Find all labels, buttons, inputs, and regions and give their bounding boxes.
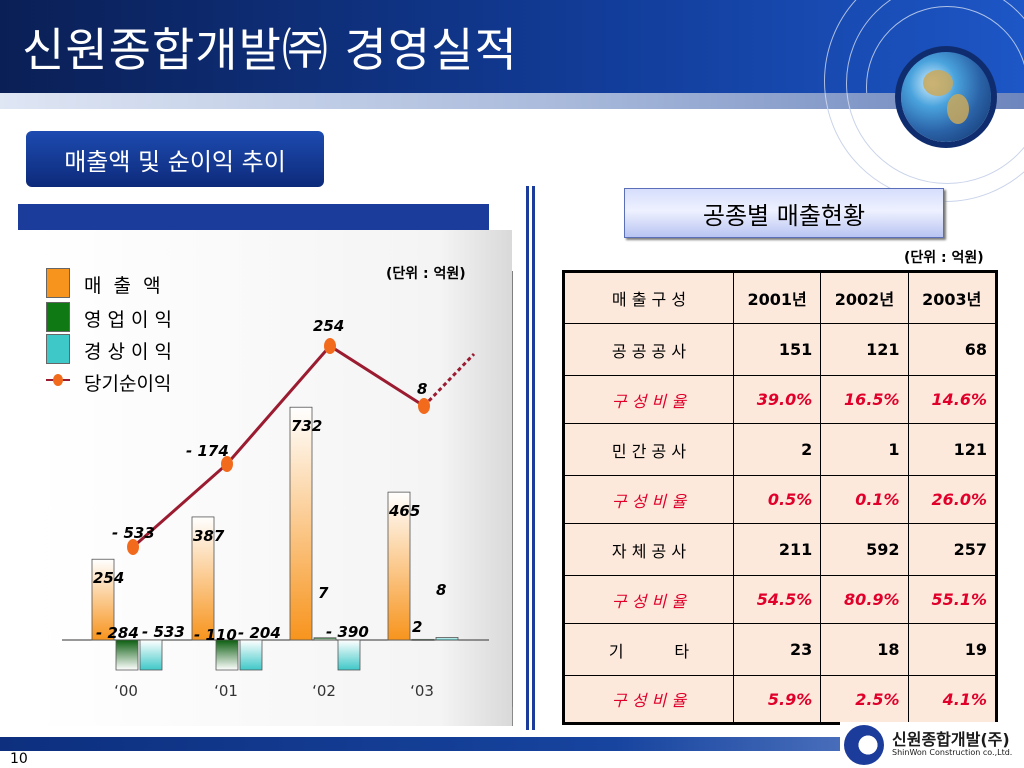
table-cell: 39.0% bbox=[732, 375, 822, 424]
table-cell: 80.9% bbox=[820, 575, 909, 624]
logo-mark-icon bbox=[844, 725, 884, 765]
table-cell: 55.1% bbox=[907, 575, 998, 624]
company-logo: 신원종합개발(주) ShinWon Construction co.,Ltd. bbox=[840, 722, 1024, 768]
table-cell: 26.0% bbox=[907, 475, 998, 524]
table-unit-label: (단위 : 억원) bbox=[904, 250, 984, 266]
table-cell: 16.5% bbox=[820, 375, 909, 424]
row-label: 구 성 비 율 bbox=[563, 475, 734, 524]
table-row: 기 타 23 18 19 bbox=[563, 623, 998, 676]
column-header: 2001년 bbox=[732, 271, 822, 324]
globe-icon bbox=[901, 52, 991, 142]
row-label: 기 타 bbox=[563, 623, 734, 676]
chart-section-title: 매출액 및 순이익 추이 bbox=[26, 131, 324, 187]
table-row: 공 공 공 사 151 121 68 bbox=[563, 323, 998, 376]
table-cell: 19 bbox=[907, 623, 998, 676]
section-divider bbox=[532, 186, 535, 730]
logo-subtitle: ShinWon Construction co.,Ltd. bbox=[892, 748, 1013, 757]
legend-label: 당기순이익 bbox=[84, 373, 172, 395]
table-row: 자 체 공 사 211 592 257 bbox=[563, 523, 998, 576]
legend-item-net: 당기순이익 bbox=[44, 366, 204, 396]
table-cell: 211 bbox=[732, 523, 822, 576]
header-band: 신원종합개발㈜ 경영실적 bbox=[0, 0, 1024, 93]
legend-label: 영 업 이 익 bbox=[84, 309, 173, 331]
legend-item-ordinary: 경 상 이 익 bbox=[44, 334, 204, 364]
legend-item-operating: 영 업 이 익 bbox=[44, 302, 204, 332]
page-title: 신원종합개발㈜ 경영실적 bbox=[22, 23, 518, 77]
legend-line-icon bbox=[46, 374, 70, 386]
footer-band bbox=[0, 737, 1024, 751]
table-header-row: 매 출 구 성 2001년 2002년 2003년 bbox=[563, 271, 998, 324]
table-cell: 0.1% bbox=[820, 475, 909, 524]
table-cell: 68 bbox=[907, 323, 998, 376]
table-cell: 23 bbox=[732, 623, 822, 676]
table-cell: 1 bbox=[820, 423, 909, 476]
table-row-ratio: 구 성 비 율 54.5% 80.9% 55.1% bbox=[563, 575, 998, 624]
legend-swatch-ordinary bbox=[46, 334, 70, 364]
sales-composition-table: 매 출 구 성 2001년 2002년 2003년 공 공 공 사 151 121 6… bbox=[562, 270, 998, 725]
legend-label: 경 상 이 익 bbox=[84, 341, 173, 363]
table-cell: 2 bbox=[732, 423, 822, 476]
section-divider bbox=[526, 186, 529, 730]
row-label: 공 공 공 사 bbox=[563, 323, 734, 376]
legend-swatch-sales bbox=[46, 268, 70, 298]
table-cell: 121 bbox=[907, 423, 998, 476]
table-cell: 14.6% bbox=[907, 375, 998, 424]
globe-land bbox=[947, 94, 969, 124]
table-cell: 54.5% bbox=[732, 575, 822, 624]
legend-item-sales: 매 출 액 bbox=[44, 268, 204, 298]
row-label: 자 체 공 사 bbox=[563, 523, 734, 576]
table-cell: 121 bbox=[820, 323, 909, 376]
row-label: 구 성 비 율 bbox=[563, 375, 734, 424]
globe-land bbox=[923, 70, 953, 96]
column-header: 2002년 bbox=[820, 271, 909, 324]
table-cell: 4.1% bbox=[907, 675, 998, 724]
row-label: 민 간 공 사 bbox=[563, 423, 734, 476]
logo-name: 신원종합개발(주) bbox=[892, 730, 1010, 749]
legend-label: 매 출 액 bbox=[84, 275, 161, 297]
table-section-title: 공종별 매출현황 bbox=[624, 188, 944, 238]
column-header: 매 출 구 성 bbox=[563, 271, 734, 324]
table-cell: 2.5% bbox=[820, 675, 909, 724]
row-label: 구 성 비 율 bbox=[563, 675, 734, 724]
table-cell: 18 bbox=[820, 623, 909, 676]
column-header: 2003년 bbox=[907, 271, 998, 324]
row-label: 구 성 비 율 bbox=[563, 575, 734, 624]
chart-unit-label: (단위 : 억원) bbox=[386, 266, 466, 282]
header-rule bbox=[0, 93, 1024, 109]
page-number: 10 bbox=[10, 751, 28, 767]
table-row-ratio: 구 성 비 율 0.5% 0.1% 26.0% bbox=[563, 475, 998, 524]
table-cell: 0.5% bbox=[732, 475, 822, 524]
chart-header-bar bbox=[18, 204, 489, 230]
table-row-ratio: 구 성 비 율 5.9% 2.5% 4.1% bbox=[563, 675, 998, 724]
table-cell: 151 bbox=[732, 323, 822, 376]
table-row-ratio: 구 성 비 율 39.0% 16.5% 14.6% bbox=[563, 375, 998, 424]
table-row: 민 간 공 사 2 1 121 bbox=[563, 423, 998, 476]
table-cell: 592 bbox=[820, 523, 909, 576]
table-cell: 5.9% bbox=[732, 675, 822, 724]
legend-swatch-operating bbox=[46, 302, 70, 332]
table-cell: 257 bbox=[907, 523, 998, 576]
